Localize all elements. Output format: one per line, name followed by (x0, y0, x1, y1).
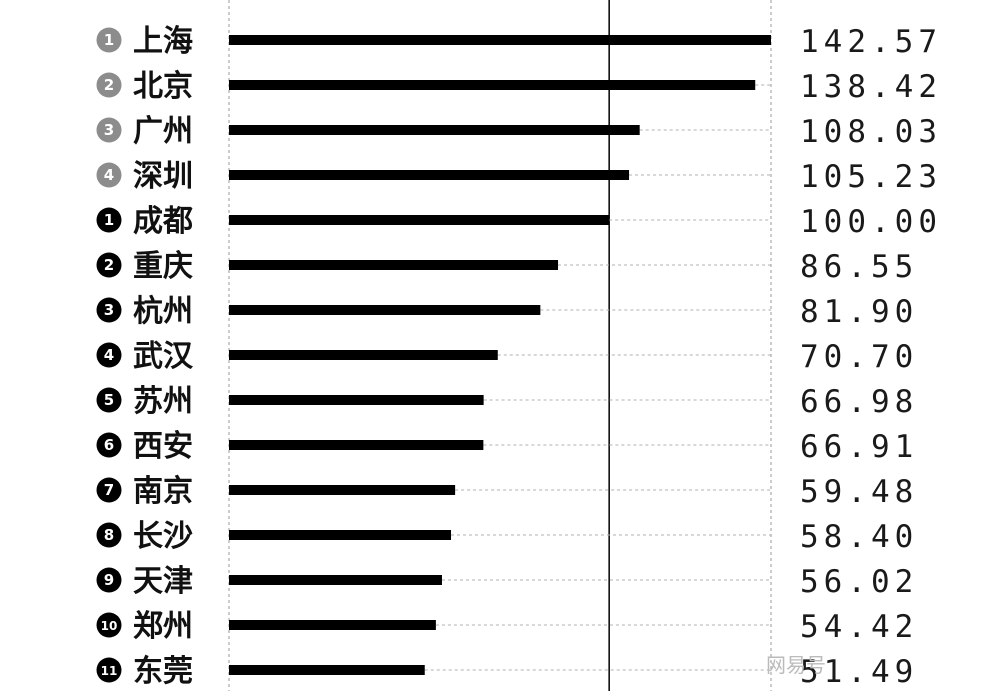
value-label: 81.90 (800, 294, 918, 330)
rank-number: 2 (104, 76, 114, 94)
rank-number: 2 (104, 256, 114, 274)
city-label: 成都 (133, 204, 193, 239)
city-label: 重庆 (133, 249, 193, 284)
rank-number: 8 (104, 526, 114, 544)
city-label: 杭州 (133, 294, 193, 329)
rank-badge (96, 27, 122, 53)
watermark: 网易号 (766, 653, 826, 677)
rank-number: 10 (101, 619, 118, 633)
value-label: 54.42 (800, 609, 918, 645)
rank-badge (96, 252, 122, 278)
rank-number: 1 (104, 211, 114, 229)
rank-badge (96, 612, 122, 638)
value-label: 70.70 (800, 339, 918, 375)
city-label: 深圳 (133, 159, 193, 194)
city-label: 西安 (133, 429, 193, 464)
value-label: 66.91 (800, 429, 918, 465)
value-label: 138.42 (800, 69, 942, 105)
rank-number: 4 (104, 346, 114, 364)
rank-number: 5 (104, 391, 114, 409)
value-label: 86.55 (800, 249, 918, 285)
rank-badge (96, 72, 122, 98)
bar (229, 125, 640, 135)
grid-layer (228, 0, 772, 691)
bar (229, 485, 456, 495)
value-label: 66.98 (800, 384, 918, 420)
bar (229, 530, 452, 540)
rank-number: 7 (104, 481, 114, 499)
city-label: 广州 (133, 114, 193, 149)
bar (229, 440, 484, 450)
bars-layer (229, 35, 771, 675)
rank-badge (96, 432, 122, 458)
rank-badge (96, 297, 122, 323)
rank-badge (96, 567, 122, 593)
value-label: 108.03 (800, 114, 942, 150)
city-label: 上海 (133, 24, 193, 59)
rank-badge (96, 477, 122, 503)
watermark-text: 网易号 (766, 653, 826, 677)
rank-number: 6 (104, 436, 114, 454)
bar (229, 215, 610, 225)
rank-badge (96, 117, 122, 143)
rank-badge (96, 387, 122, 413)
bar (229, 80, 756, 90)
bar (229, 35, 771, 45)
bar (229, 620, 436, 630)
city-label: 东莞 (133, 654, 193, 689)
city-label: 苏州 (133, 384, 193, 419)
city-label: 南京 (133, 474, 193, 509)
bar (229, 305, 541, 315)
city-label: 武汉 (133, 339, 194, 374)
values-layer: 142.57 138.42 108.03 105.23 100.00 86.55 81.90… (800, 24, 942, 690)
rank-number: 1 (104, 31, 114, 49)
bar (229, 395, 484, 405)
value-label: 59.48 (800, 474, 918, 510)
value-label: 142.57 (800, 24, 942, 60)
rank-number: 11 (101, 664, 118, 678)
value-label: 58.40 (800, 519, 918, 555)
value-label: 56.02 (800, 564, 918, 600)
city-label: 郑州 (133, 609, 193, 644)
bar (229, 170, 630, 180)
rank-badge (96, 657, 122, 683)
rank-badge (96, 207, 122, 233)
rank-number: 9 (104, 571, 114, 589)
value-label: 51.49 (800, 654, 918, 690)
city-label: 天津 (133, 564, 193, 599)
city-label: 长沙 (133, 519, 193, 554)
labels-layer: 1 上海 2 北京 3 广州 4 深圳 1 成都 2 重庆 3 杭州 4 武汉 5 苏州 6 西安 7 南京 8 长沙 9 天津 1… (96, 24, 194, 689)
rank-number: 4 (104, 166, 114, 184)
rank-number: 3 (104, 121, 114, 139)
bar (229, 260, 559, 270)
city-label: 北京 (133, 69, 193, 104)
rank-badge (96, 522, 122, 548)
bar (229, 665, 425, 675)
value-label: 100.00 (800, 204, 942, 240)
bar (229, 350, 498, 360)
rank-badge (96, 342, 122, 368)
rank-number: 3 (104, 301, 114, 319)
bar (229, 575, 442, 585)
value-label: 105.23 (800, 159, 942, 195)
rank-badge (96, 162, 122, 188)
